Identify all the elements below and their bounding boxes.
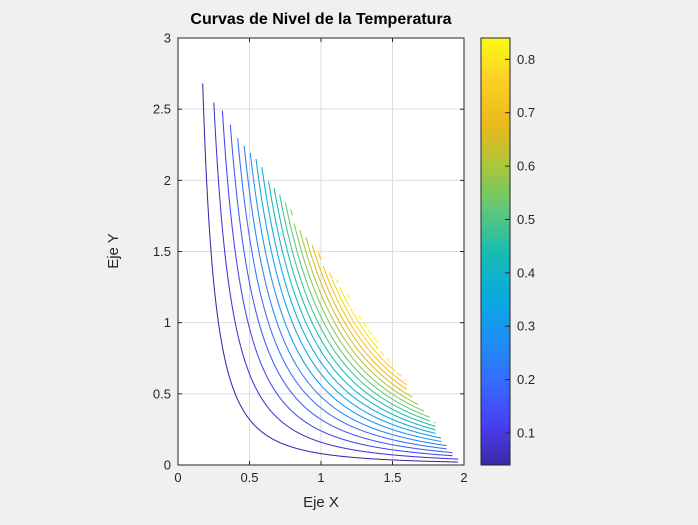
contour-line-level-0.48 — [279, 194, 436, 424]
colorbar-tick-label-0.4: 0.4 — [517, 265, 535, 280]
contour-line-level-0.36 — [261, 167, 436, 434]
contour-line-level-0.56 — [290, 209, 425, 412]
contour-line-level-0.8 — [336, 279, 396, 367]
x-tick-label-1: 1 — [317, 470, 324, 485]
contour-line-level-0.44 — [273, 188, 436, 427]
contour-line-level-0.6 — [299, 230, 419, 405]
colorbar-border — [480, 37, 511, 466]
plot-title: Curvas de Nivel de la Temperatura — [190, 11, 452, 28]
contour-line-level-0.32 — [255, 159, 442, 439]
colorbar-tick-label-0.7: 0.7 — [517, 105, 535, 120]
colorbar-tick-label-0.3: 0.3 — [517, 319, 535, 334]
y-tick-label-0.5: 0.5 — [153, 386, 171, 401]
contour-line-level-0.16 — [229, 124, 453, 454]
contour-line-level-0.52 — [284, 202, 431, 418]
y-tick-label-2: 2 — [164, 173, 171, 188]
colorbar-tick-label-0.2: 0.2 — [517, 372, 535, 387]
contour-line-level-0.24 — [243, 145, 448, 447]
y-axis-label: Eje Y — [105, 233, 122, 269]
y-tick-label-0: 0 — [164, 458, 171, 473]
contour-line-level-0.08 — [213, 102, 459, 460]
contour-line-level-0.12 — [221, 110, 453, 457]
y-tick-label-2.5: 2.5 — [153, 102, 171, 117]
contour-line-level-0.2 — [237, 138, 448, 450]
contour-line-level-0.76 — [329, 272, 408, 381]
y-tick-label-1: 1 — [164, 315, 171, 330]
x-tick-label-0: 0 — [174, 470, 181, 485]
x-axis-label: Eje X — [303, 494, 339, 511]
x-tick-label-0.5: 0.5 — [240, 470, 258, 485]
contour-line-level-0.64 — [305, 237, 413, 398]
y-tick-label-1.5: 1.5 — [153, 244, 171, 259]
contour-line-level-0.68 — [311, 244, 408, 390]
x-tick-label-2: 2 — [460, 470, 467, 485]
contour-line-level-0.4 — [268, 181, 436, 431]
colorbar-tick-label-0.5: 0.5 — [517, 212, 535, 227]
colorbar-tick-label-0.6: 0.6 — [517, 159, 535, 174]
contour-line-level-0.72 — [317, 251, 408, 386]
colorbar-tick-label-0.8: 0.8 — [517, 52, 535, 67]
colorbar — [481, 38, 510, 465]
colorbar-tick-label-0.1: 0.1 — [517, 425, 535, 440]
y-tick-label-3: 3 — [164, 31, 171, 46]
contour-line-level-0.28 — [249, 152, 442, 442]
contour-line-level-0.04 — [202, 83, 459, 463]
x-tick-label-1.5: 1.5 — [383, 470, 401, 485]
contour-line-level-0.84 — [346, 294, 379, 344]
